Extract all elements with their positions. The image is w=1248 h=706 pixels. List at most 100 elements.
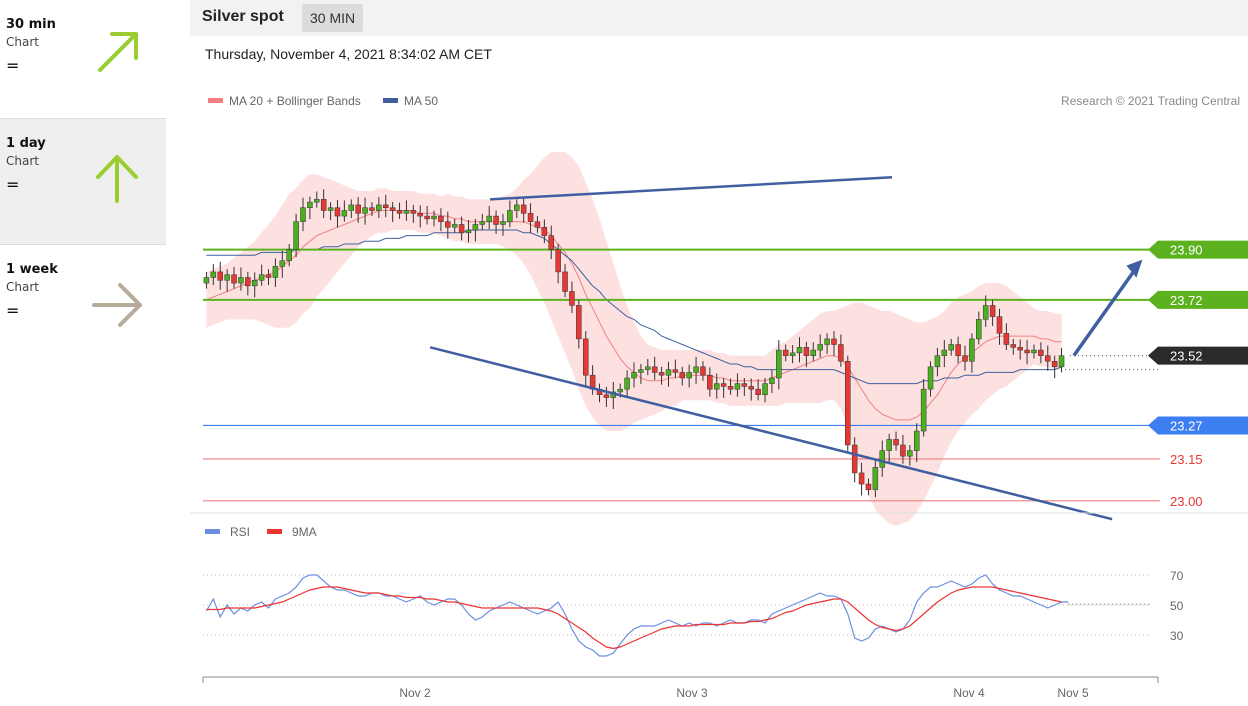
level-label: 23.90 <box>1170 243 1203 258</box>
candle-body <box>272 266 279 278</box>
candle-body <box>355 204 361 214</box>
rsi-tick-label: 50 <box>1170 599 1184 613</box>
channel-upper-line <box>490 176 893 201</box>
candle-body <box>714 383 720 390</box>
candle-body <box>741 383 748 387</box>
legend-swatch <box>383 98 398 103</box>
channel-lower-line <box>429 346 1113 521</box>
candle-body <box>720 383 727 387</box>
current-price-label: 23.52 <box>1170 349 1203 364</box>
candle-body <box>762 383 768 396</box>
candle-body <box>679 372 686 379</box>
timeframe-1week[interactable]: 1 week Chart = <box>0 244 166 370</box>
candle-body <box>617 388 623 393</box>
candle-body <box>865 483 872 490</box>
candle-body <box>465 229 472 234</box>
candle-body <box>1031 349 1037 354</box>
candle-body <box>989 305 996 317</box>
candle-body <box>893 439 899 446</box>
candle-body <box>362 207 368 214</box>
timeframe-name: 1 day <box>6 136 46 151</box>
candle-body <box>1010 344 1017 348</box>
legend-label: MA 50 <box>404 94 438 108</box>
candle-body <box>645 366 651 370</box>
candle-body <box>665 369 672 376</box>
candle-body <box>755 388 761 395</box>
timeframe-30min[interactable]: 30 min Chart = <box>0 0 166 126</box>
candle-body <box>838 344 844 362</box>
rsi-legend-swatch <box>267 529 282 534</box>
rsi-tick-label: 30 <box>1170 629 1184 643</box>
candle-body <box>569 291 575 306</box>
bollinger-band <box>206 151 1062 526</box>
candle-body <box>527 213 534 222</box>
rsi-tick-label: 70 <box>1170 569 1184 583</box>
candle-body <box>286 249 292 261</box>
legend-label: MA 20 + Bollinger Bands <box>229 94 361 108</box>
chart-timestamp: Thursday, November 4, 2021 8:34:02 AM CE… <box>205 46 492 62</box>
candle-body <box>348 204 355 211</box>
candle-body <box>431 215 437 220</box>
x-tick-label: Nov 2 <box>399 686 431 700</box>
level-tag <box>1148 290 1248 309</box>
timeframe-eq: = <box>6 56 20 75</box>
projection-arrow-head <box>1126 259 1143 278</box>
timeframe-sub: Chart <box>6 280 39 294</box>
candle-body <box>796 347 803 354</box>
candle-body <box>369 207 375 211</box>
candle-body <box>907 450 913 457</box>
candle-body <box>803 347 810 356</box>
candle-body <box>231 274 237 284</box>
candle-body <box>686 372 692 379</box>
candle-body <box>445 221 451 228</box>
candle-body <box>638 369 644 373</box>
arrow-up-right-icon <box>98 32 138 72</box>
candle-body <box>479 221 486 225</box>
candle-body <box>1017 347 1023 351</box>
candle-body <box>810 349 817 356</box>
candle-body <box>279 260 286 267</box>
timeframe-sidebar: 30 min Chart = 1 day Chart = 1 week Char… <box>0 0 166 706</box>
candle-body <box>493 215 499 225</box>
candle-body <box>934 355 941 368</box>
chart-panel: Silver spot 30 MIN Thursday, November 4,… <box>190 0 1248 706</box>
candle-body <box>976 319 982 340</box>
candle-body <box>245 277 251 287</box>
timeframe-1day[interactable]: 1 day Chart = <box>0 118 166 244</box>
candle-body <box>603 394 610 398</box>
period-button[interactable]: 30 MIN <box>302 4 364 32</box>
candle-body <box>548 235 554 250</box>
arrow-right-icon <box>92 283 142 327</box>
candle-body <box>417 213 423 217</box>
rsi-legend-label: RSI <box>230 525 250 539</box>
candle-body <box>451 224 458 228</box>
candle-body <box>1051 361 1058 368</box>
candle-body <box>1038 349 1044 356</box>
candle-body <box>258 274 265 281</box>
candle-body <box>424 215 430 220</box>
timeframe-eq: = <box>6 175 20 194</box>
candle-body <box>831 338 837 345</box>
candle-body <box>389 207 396 211</box>
chart-header: Silver spot 30 MIN <box>190 0 1248 36</box>
candle-body <box>962 355 968 362</box>
candle-body <box>520 204 527 214</box>
candle-body <box>555 249 561 273</box>
timeframe-name: 30 min <box>6 17 56 32</box>
candle-body <box>769 377 775 384</box>
level-tag <box>1148 240 1248 259</box>
candle-body <box>293 221 299 250</box>
candle-body <box>982 305 989 320</box>
candle-body <box>307 201 313 208</box>
candle-body <box>748 386 754 390</box>
candle-body <box>734 383 741 390</box>
candle-body <box>1058 355 1065 368</box>
candle-body <box>996 316 1003 334</box>
rsi-legend-label: 9MA <box>292 525 317 539</box>
candle-body <box>920 388 927 432</box>
level-label: 23.15 <box>1170 452 1203 467</box>
candle-body <box>1045 355 1051 362</box>
candle-body <box>500 221 506 225</box>
price-chart[interactable]: MA 20 + Bollinger Bands MA 50 Research © 2… <box>190 0 1248 706</box>
candle-body <box>486 215 492 222</box>
